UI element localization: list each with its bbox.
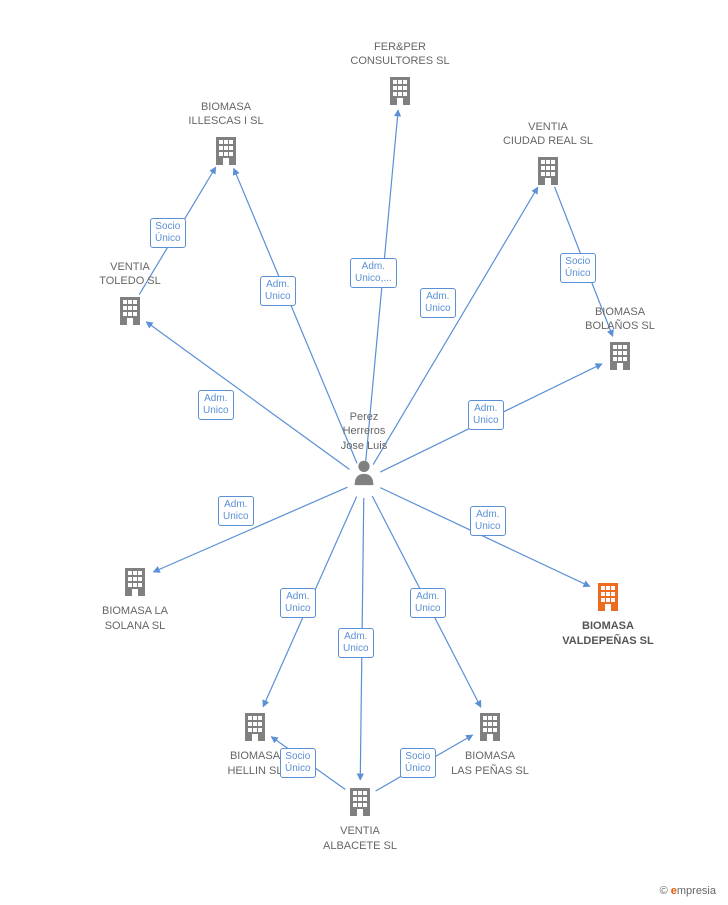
company-label: FER&PERCONSULTORES SL bbox=[340, 40, 460, 69]
company-label: BIOMASABOLAÑOS SL bbox=[560, 305, 680, 334]
company-label: BIOMASAILLESCAS I SL bbox=[166, 100, 286, 129]
edge-label: Adm.Unico bbox=[280, 588, 316, 618]
building-icon bbox=[300, 784, 420, 820]
company-node-lasolana: BIOMASA LASOLANA SL bbox=[75, 564, 195, 633]
building-icon bbox=[488, 153, 608, 189]
edge-label: Adm.Unico bbox=[420, 288, 456, 318]
company-node-bolanos: BIOMASABOLAÑOS SL bbox=[560, 305, 680, 374]
company-label: BIOMASA LASOLANA SL bbox=[75, 604, 195, 633]
edge-label: Adm.Unico bbox=[218, 496, 254, 526]
edge-label: Adm.Unico bbox=[470, 506, 506, 536]
building-icon bbox=[560, 338, 680, 374]
edge-label: SocioÚnico bbox=[280, 748, 316, 778]
building-icon bbox=[70, 293, 190, 329]
copyright-symbol: © bbox=[660, 885, 668, 897]
company-node-ventia_toledo: VENTIATOLEDO SL bbox=[70, 260, 190, 329]
company-label: VENTIACIUDAD REAL SL bbox=[488, 120, 608, 149]
building-icon bbox=[340, 73, 460, 109]
company-node-ventia_cr: VENTIACIUDAD REAL SL bbox=[488, 120, 608, 189]
edge-label: Adm.Unico bbox=[198, 390, 234, 420]
company-label: VENTIATOLEDO SL bbox=[70, 260, 190, 289]
company-node-ventia_alb: VENTIAALBACETE SL bbox=[300, 784, 420, 853]
company-node-ferper: FER&PERCONSULTORES SL bbox=[340, 40, 460, 109]
copyright: © empresia bbox=[660, 885, 716, 897]
brand-rest: mpresia bbox=[677, 885, 716, 897]
edge-label: Adm.Unico,... bbox=[350, 258, 397, 288]
company-label: BIOMASALAS PEÑAS SL bbox=[430, 749, 550, 778]
edge-label: SocioÚnico bbox=[150, 218, 186, 248]
building-icon bbox=[430, 709, 550, 745]
company-node-laspenas: BIOMASALAS PEÑAS SL bbox=[430, 709, 550, 778]
building-icon bbox=[166, 133, 286, 169]
center-node-person: PerezHerrerosJose Luis bbox=[314, 410, 414, 491]
edge-label: Adm.Unico bbox=[410, 588, 446, 618]
edge-label: SocioÚnico bbox=[400, 748, 436, 778]
building-icon bbox=[548, 579, 668, 615]
building-icon bbox=[195, 709, 315, 745]
company-label: VENTIAALBACETE SL bbox=[300, 824, 420, 853]
building-icon bbox=[75, 564, 195, 600]
edge-label: Adm.Unico bbox=[468, 400, 504, 430]
company-label: BIOMASAVALDEPEÑAS SL bbox=[548, 619, 668, 648]
edge-label: Adm.Unico bbox=[260, 276, 296, 306]
center-node-label: PerezHerrerosJose Luis bbox=[314, 410, 414, 453]
company-node-valdepenas: BIOMASAVALDEPEÑAS SL bbox=[548, 579, 668, 648]
company-node-illescas: BIOMASAILLESCAS I SL bbox=[166, 100, 286, 169]
person-icon bbox=[314, 457, 414, 491]
edge-label: SocioÚnico bbox=[560, 253, 596, 283]
edge-label: Adm.Unico bbox=[338, 628, 374, 658]
